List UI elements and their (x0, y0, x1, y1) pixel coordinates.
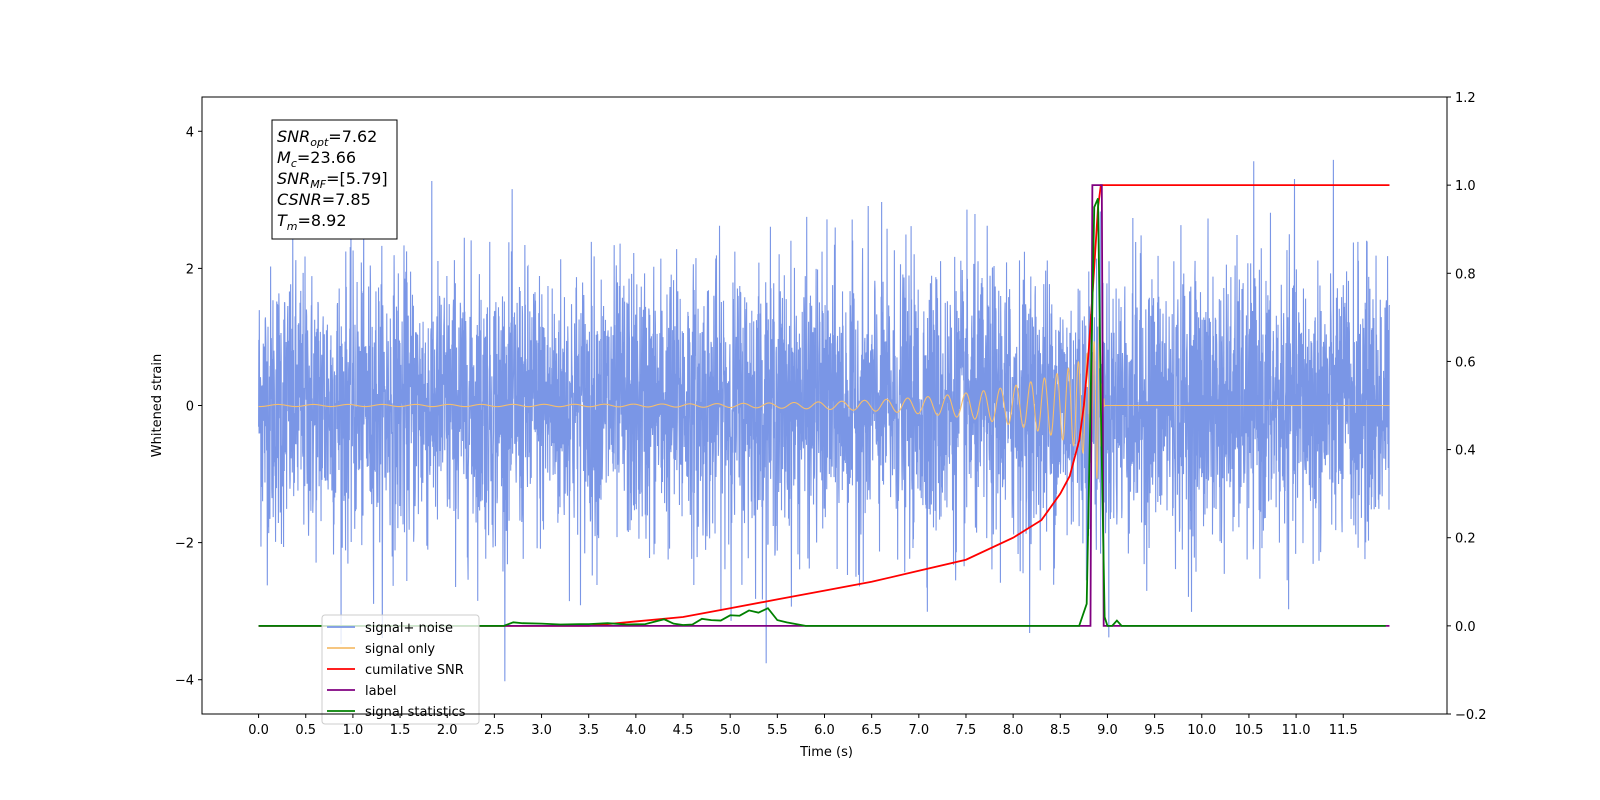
x-tick-label: 3.0 (531, 723, 552, 738)
y-axis-label: Whitened strain (150, 354, 165, 457)
x-tick-label: 7.5 (956, 723, 977, 738)
annotation-line: Mc=23.66 (277, 148, 356, 170)
y-tick-label: −2 (175, 537, 194, 552)
x-tick-label: 9.0 (1097, 723, 1118, 738)
x-tick-label: 5.0 (720, 723, 741, 738)
series-line-cumilative-snr (258, 184, 1390, 627)
x-tick-label: 7.0 (908, 723, 929, 738)
plot-area (258, 159, 1391, 682)
y-right-tick-label: 1.2 (1455, 91, 1476, 106)
x-tick-label: 5.5 (767, 723, 788, 738)
annotation-line: SNRMF=[5.79] (277, 169, 388, 191)
legend: signal+ noise signal only cumilative SNR la… (321, 614, 480, 725)
x-tick-label: 11.5 (1329, 723, 1358, 738)
y-tick-label: 0 (186, 400, 194, 415)
x-tick-label: 3.5 (578, 723, 599, 738)
annotation-line: SNRopt=7.62 (277, 127, 377, 149)
x-tick-label: 4.0 (626, 723, 647, 738)
x-tick-label: 9.5 (1144, 723, 1165, 738)
x-tick-label: 10.5 (1234, 723, 1263, 738)
x-tick-label: 6.0 (814, 723, 835, 738)
annotation-box (271, 119, 398, 240)
x-axis-label: Time (s) (799, 745, 853, 760)
y-right-tick-label: −0.2 (1455, 708, 1487, 723)
x-tick-label: 0.5 (295, 723, 316, 738)
x-tick-label: 2.0 (437, 723, 458, 738)
x-tick-label: 10.0 (1187, 723, 1216, 738)
series-line-signal-only (258, 318, 1390, 479)
y-right-tick-label: 0.6 (1455, 355, 1476, 370)
x-tick-label: 1.0 (343, 723, 364, 738)
annotation-line: CSNR=7.85 (277, 190, 371, 209)
legend-label: signal+ noise (365, 621, 453, 636)
axes: 0.0 0.5 1.0 1.5 2.0 2.5 3.0 3.5 4.0 4.5 5.0 5.5 6.0 6… (150, 91, 1487, 760)
x-tick-label: 4.5 (673, 723, 694, 738)
y-right-tick-label: 0.4 (1455, 444, 1476, 459)
x-tick-label: 8.5 (1050, 723, 1071, 738)
legend-label: signal only (365, 642, 435, 657)
y-tick-label: 4 (186, 125, 194, 140)
x-tick-label: 6.5 (861, 723, 882, 738)
y-tick-label: −4 (175, 674, 194, 689)
annotation-line: Tm=8.92 (277, 211, 347, 233)
x-tick-label: 2.5 (484, 723, 505, 738)
series-line-signal-noise (258, 159, 1391, 682)
x-tick-label: 11.0 (1282, 723, 1311, 738)
stats-annotation: SNRopt=7.62Mc=23.66SNRMF=[5.79]CSNR=7.85… (271, 119, 398, 240)
x-tick-label: 1.5 (390, 723, 411, 738)
legend-label: label (365, 684, 396, 699)
y-tick-label: 2 (186, 262, 194, 277)
x-tick-label: 0.0 (248, 723, 269, 738)
y-right-tick-label: 1.0 (1455, 179, 1476, 194)
y-right-tick-label: 0.8 (1455, 267, 1476, 282)
legend-label: cumilative SNR (365, 663, 464, 678)
y-right-tick-label: 0.0 (1455, 620, 1476, 635)
y-right-tick-label: 0.2 (1455, 532, 1476, 547)
legend-box (321, 614, 480, 725)
legend-label: signal statistics (365, 705, 466, 720)
series-line-signal-statistics (258, 198, 1386, 627)
x-tick-label: 8.0 (1003, 723, 1024, 738)
